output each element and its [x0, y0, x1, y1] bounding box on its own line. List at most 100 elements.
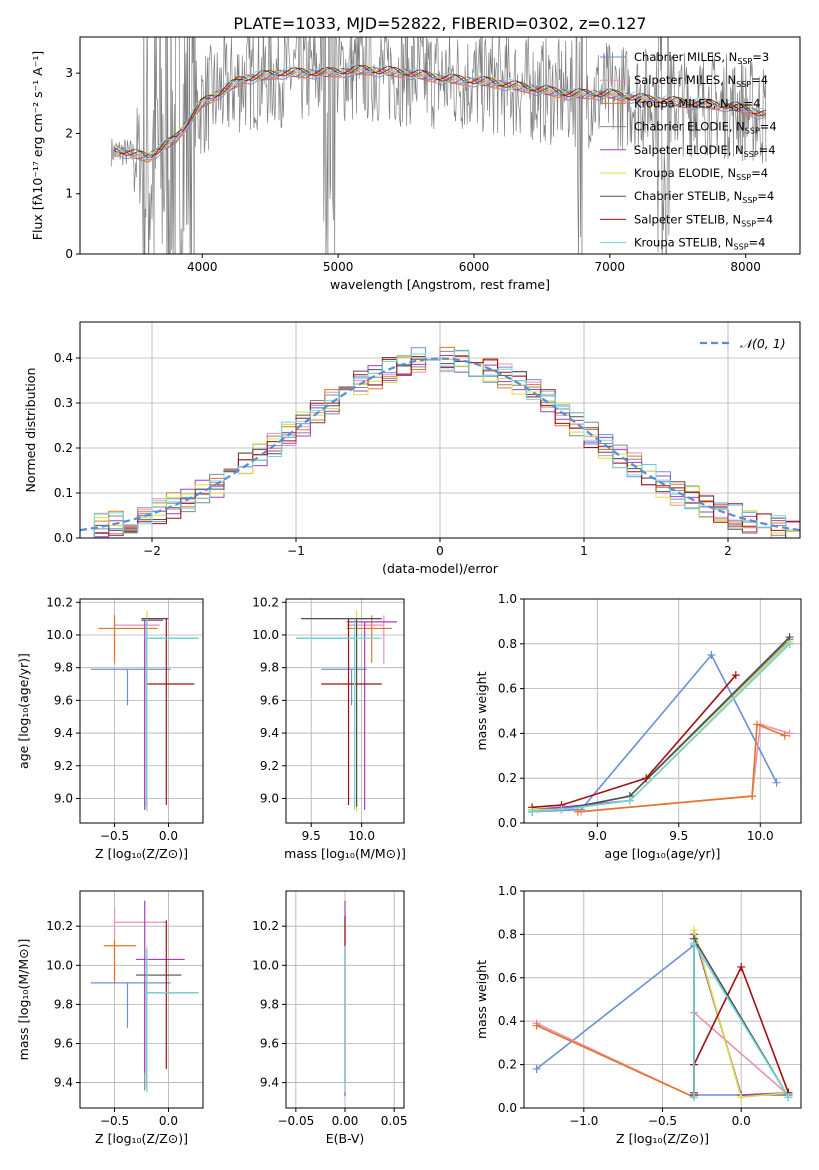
- mass_vs_z-points: [90, 900, 199, 1093]
- age_vs_mass-xtick-label: 9.5: [302, 829, 321, 843]
- residual-histogram: [93, 355, 800, 538]
- spectrum-traces: [110, 37, 767, 254]
- weight_vs_z-marker: [689, 939, 698, 948]
- weight_vs_age-ytick-label: 0.0: [498, 816, 517, 830]
- weight_vs_age-ytick-label: 0.8: [498, 637, 517, 651]
- residuals-ytick-label: 0.1: [54, 486, 73, 500]
- residuals-frame: [79, 321, 801, 539]
- weight_vs_age-ytick-label: 0.2: [498, 771, 517, 785]
- residuals-xlabel: (data-model)/error: [382, 561, 499, 576]
- weight_vs_age-line: [532, 643, 791, 811]
- weight_vs_z-ytick-label: 0.8: [498, 927, 517, 941]
- age_vs_z-ytick-label: 9.6: [54, 693, 73, 707]
- weight_vs_age-marker: [731, 671, 740, 680]
- weight_vs_age-marker: [557, 805, 566, 814]
- weight_vs_z-marker: [689, 1093, 698, 1102]
- spectrum-legend-entry: Kroupa STELIB, NSSP=4: [634, 236, 765, 252]
- mass_vs_ebv-xtick-label: 0.00: [332, 1114, 359, 1128]
- weight_vs_z-series: [532, 926, 793, 1102]
- residuals-ytick-label: 0.4: [54, 351, 73, 365]
- age_vs_mass-frame: [285, 598, 405, 824]
- mass_vs_z-ytick-label: 9.6: [54, 1036, 73, 1050]
- weight_vs_age-marker: [707, 651, 716, 659]
- mass_vs_z-ylabel: mass [log₁₀(M/M⊙)]: [16, 939, 31, 1061]
- age_vs_z-frame: [79, 598, 204, 824]
- spectrum-ytick-label: 3: [65, 66, 73, 80]
- mass_vs_z-frame: [79, 890, 204, 1109]
- residuals-xtick-label: −1: [287, 544, 305, 558]
- weight_vs_z-xtick-label: −0.5: [648, 1114, 677, 1128]
- mass_vs_z-ytick-label: 10.0: [46, 958, 73, 972]
- weight_vs_age-line: [532, 674, 737, 809]
- weight_vs_z-ytick-label: 0.4: [498, 1014, 517, 1028]
- spectrum-legend-entry: Chabrier STELIB, NSSP=4: [634, 189, 774, 205]
- spectrum-ylabel: Flux [fλ10⁻¹⁷ erg cm⁻² s⁻¹ A⁻¹]: [30, 51, 45, 240]
- residuals-ytick-label: 0.2: [54, 441, 73, 455]
- age_vs_z-xlabel: Z [log₁₀(Z/Z⊙)]: [95, 846, 188, 861]
- spectrum-model-line: [113, 64, 767, 159]
- age_vs_mass-ytick-label: 9.8: [260, 661, 279, 675]
- residual-histogram: [93, 350, 800, 538]
- weight_vs_z-ytick-label: 0.2: [498, 1058, 517, 1072]
- weight_vs_z-marker: [737, 1093, 746, 1102]
- mass_vs_ebv-frame: [285, 890, 405, 1109]
- weight_vs_age-marker: [772, 778, 781, 787]
- weight_vs_age-line: [532, 641, 791, 811]
- weight_vs_z-ytick-label: 1.0: [498, 884, 517, 898]
- age_vs_mass-ytick-label: 9.2: [260, 759, 279, 773]
- weight_vs_age-marker: [785, 729, 794, 738]
- weight_vs_age-marker: [748, 792, 757, 801]
- weight_vs_age-line: [532, 643, 791, 813]
- weight_vs_age-ytick-label: 0.6: [498, 682, 517, 696]
- mass_vs_z-ytick-label: 9.4: [54, 1076, 73, 1090]
- spectrum-ytick-label: 0: [65, 247, 73, 261]
- spectrum-legend-entry: Salpeter MILES, NSSP=4: [634, 73, 768, 89]
- mass_vs_ebv-ytick-label: 9.8: [260, 997, 279, 1011]
- spectrum-model-line: [113, 68, 767, 161]
- weight_vs_age-marker: [780, 731, 789, 740]
- weight_vs_z-marker: [784, 1093, 793, 1102]
- mass_vs_z-xtick-label: 0.0: [159, 1114, 178, 1128]
- weight_vs_z-frame: [523, 890, 802, 1109]
- spectrum-xtick-label: 6000: [459, 260, 490, 274]
- weight_vs_age-ytick-label: 1.0: [498, 592, 517, 606]
- weight_vs_z-line: [536, 1024, 695, 1098]
- residual-histograms: [80, 346, 800, 538]
- age_vs_z-ylabel: age [log₁₀(age/yr)]: [16, 653, 31, 769]
- spectrum-ytick-label: 2: [65, 126, 73, 140]
- age_vs_z-xtick-label: −0.5: [100, 829, 129, 843]
- spectrum-xtick-label: 4000: [187, 260, 218, 274]
- weight_vs_age-series: [528, 633, 794, 816]
- spectrum-legend-entry: Chabrier ELODIE, NSSP=4: [634, 120, 777, 136]
- weight_vs_age-ytick-label: 0.4: [498, 726, 517, 740]
- spectrum-model-line: [113, 64, 767, 160]
- age_vs_mass-ytick-label: 9.0: [260, 791, 279, 805]
- mass_vs_ebv-ytick-label: 9.6: [260, 1036, 279, 1050]
- residuals-ylabel: Normed distribution: [23, 368, 38, 493]
- figure-title: PLATE=1033, MJD=52822, FIBERID=0302, z=0…: [233, 14, 646, 33]
- residuals-ytick-label: 0.3: [54, 396, 73, 410]
- age_vs_mass-xlabel: mass [log₁₀(M/M⊙)]: [284, 846, 406, 861]
- spectrum-xlabel: wavelength [Angstrom, rest frame]: [330, 277, 550, 292]
- age_vs_mass-ytick-label: 9.4: [260, 726, 279, 740]
- weight_vs_age-frame: [523, 598, 802, 824]
- age_vs_z-ytick-label: 9.0: [54, 791, 73, 805]
- weight_vs_age-xlabel: age [log₁₀(age/yr)]: [605, 846, 721, 861]
- weight_vs_age-marker: [528, 807, 537, 816]
- age_vs_z-ytick-label: 9.2: [54, 759, 73, 773]
- weight_vs_age-line: [577, 723, 785, 813]
- spectrum-ytick-label: 1: [65, 187, 73, 201]
- mass_vs_ebv-ytick-label: 9.4: [260, 1076, 279, 1090]
- age_vs_mass-ytick-label: 10.2: [252, 595, 279, 609]
- weight_vs_age-marker: [753, 720, 762, 729]
- weight_vs_age-line: [532, 636, 791, 813]
- age_vs_z-ytick-label: 9.8: [54, 661, 73, 675]
- residuals-xtick-label: 2: [724, 544, 732, 558]
- age_vs_mass-points: [296, 610, 397, 812]
- weight_vs_z-xtick-label: 0.0: [732, 1114, 751, 1128]
- weight_vs_age-marker: [625, 796, 634, 805]
- spectrum-frame: [79, 36, 801, 255]
- weight_vs_age-ylabel: mass weight: [474, 671, 489, 750]
- age_vs_z-ytick-label: 10.0: [46, 628, 73, 642]
